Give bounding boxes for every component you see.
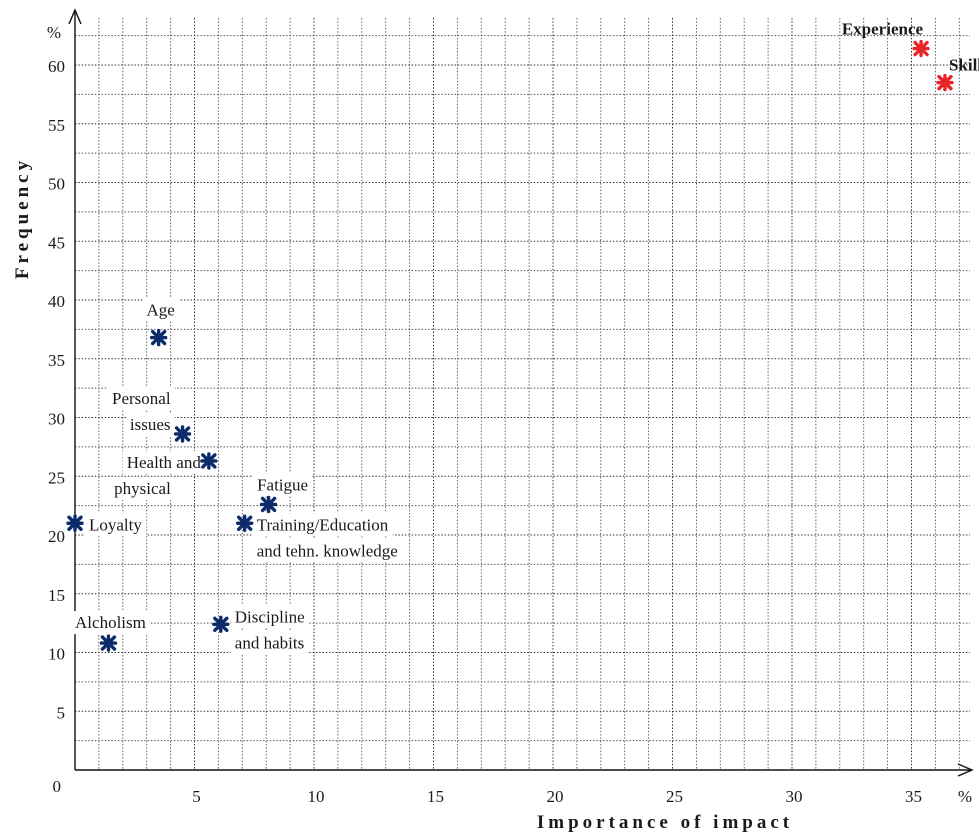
y-tick-label: 5: [57, 703, 66, 722]
x-tick-label: 20: [547, 787, 564, 806]
point-label: Age: [142, 298, 179, 322]
point-label-background: [85, 513, 147, 537]
point-label-text: Fatigue: [257, 475, 308, 494]
grid: [75, 18, 970, 770]
x-tick-label: 25: [666, 787, 683, 806]
marker-star-icon: [173, 425, 192, 443]
data-point-marker: [235, 514, 254, 532]
point-label-background: [71, 611, 150, 635]
data-points: [66, 39, 954, 652]
point-label-text: Health and: [127, 453, 202, 472]
point-label-text: Age: [146, 301, 174, 320]
x-tick-label: 30: [786, 787, 803, 806]
axis-titles: Importance of impact Frequency: [12, 157, 793, 833]
x-tick-label: 15: [427, 787, 444, 806]
point-label: Skill: [949, 56, 979, 75]
point-label-background: [142, 298, 179, 322]
point-label-text: Alcholism: [75, 613, 146, 632]
origin-label: 0: [53, 777, 62, 796]
y-tick-label: 20: [48, 527, 65, 546]
y-axis-title: Frequency: [12, 157, 33, 279]
point-label: Personal issues: [108, 386, 175, 436]
point-label: Discipline and habits: [230, 605, 309, 655]
marker-star-icon: [235, 514, 254, 532]
point-label: Loyalty: [85, 513, 147, 537]
marker-star-icon: [936, 73, 954, 92]
point-label-background: [253, 473, 313, 497]
point-label-background: [252, 539, 402, 563]
point-label-text: Personal: [112, 389, 171, 408]
point-label-background: [110, 476, 176, 500]
point-label: Training/Education and tehn. knowledge: [252, 513, 402, 563]
tick-labels: 5 10 15 20 25 30 35 5 10 15 20 25 30 35 40 45 50 55 60 0%%: [47, 23, 972, 806]
marker-star-icon: [66, 514, 84, 532]
point-label-text: and tehn. knowledge: [257, 541, 398, 560]
x-axis-arrow-icon: [957, 763, 974, 777]
data-point-marker: [200, 452, 218, 470]
y-tick-label: 55: [48, 116, 65, 135]
point-label-background: [125, 412, 175, 436]
marker-star-icon: [99, 634, 118, 652]
data-point-marker: [212, 615, 230, 633]
y-tick-label: 25: [48, 468, 65, 487]
axes: [68, 8, 974, 777]
point-label-background: [252, 513, 393, 537]
point-labels: Experience Skill Age Personal issues Health a…: [71, 20, 979, 655]
y-tick-label: 10: [48, 645, 65, 664]
point-label-background: [230, 605, 309, 629]
point-label-background: [230, 631, 309, 655]
data-point-marker: [99, 634, 118, 652]
point-label: Experience: [842, 20, 924, 39]
point-label-text: and habits: [235, 633, 304, 652]
point-label-text: Experience: [842, 20, 924, 39]
marker-star-icon: [200, 452, 218, 470]
x-tick-label: 35: [905, 787, 922, 806]
y-tick-label: 50: [48, 175, 65, 194]
point-label-text: issues: [130, 415, 171, 434]
y-unit-label: %: [47, 23, 61, 42]
data-point-marker: [173, 425, 192, 443]
y-tick-label: 60: [48, 57, 65, 76]
point-label-text: Training/Education: [257, 515, 389, 534]
y-tick-label: 15: [48, 586, 65, 605]
y-tick-label: 35: [48, 351, 65, 370]
data-point-marker: [936, 73, 954, 92]
point-label-text: Skill: [949, 56, 979, 75]
data-point-marker: [149, 328, 168, 347]
marker-star-icon: [259, 495, 278, 514]
point-label-text: physical: [114, 479, 171, 498]
data-point-marker: [66, 514, 84, 532]
data-point-marker: [912, 39, 930, 58]
y-axis-arrow-icon: [68, 8, 82, 25]
y-tick-label: 40: [48, 292, 65, 311]
point-label-background: [108, 386, 175, 410]
point-label: Health and physical: [110, 450, 206, 500]
marker-star-icon: [912, 39, 930, 58]
point-label: Fatigue: [253, 473, 313, 497]
x-unit-label: %: [958, 787, 972, 806]
y-tick-label: 30: [48, 410, 65, 429]
marker-star-icon: [149, 328, 168, 347]
x-tick-label: 10: [308, 787, 325, 806]
marker-star-icon: [212, 615, 230, 633]
data-point-marker: [259, 495, 278, 514]
y-tick-label: 45: [48, 233, 65, 252]
point-label: Alcholism: [71, 611, 150, 635]
point-label-text: Loyalty: [89, 515, 142, 534]
x-tick-label: 5: [192, 787, 201, 806]
x-axis-title: Importance of impact: [537, 812, 793, 833]
point-label-background: [122, 450, 206, 474]
point-label-text: Discipline: [235, 607, 305, 626]
